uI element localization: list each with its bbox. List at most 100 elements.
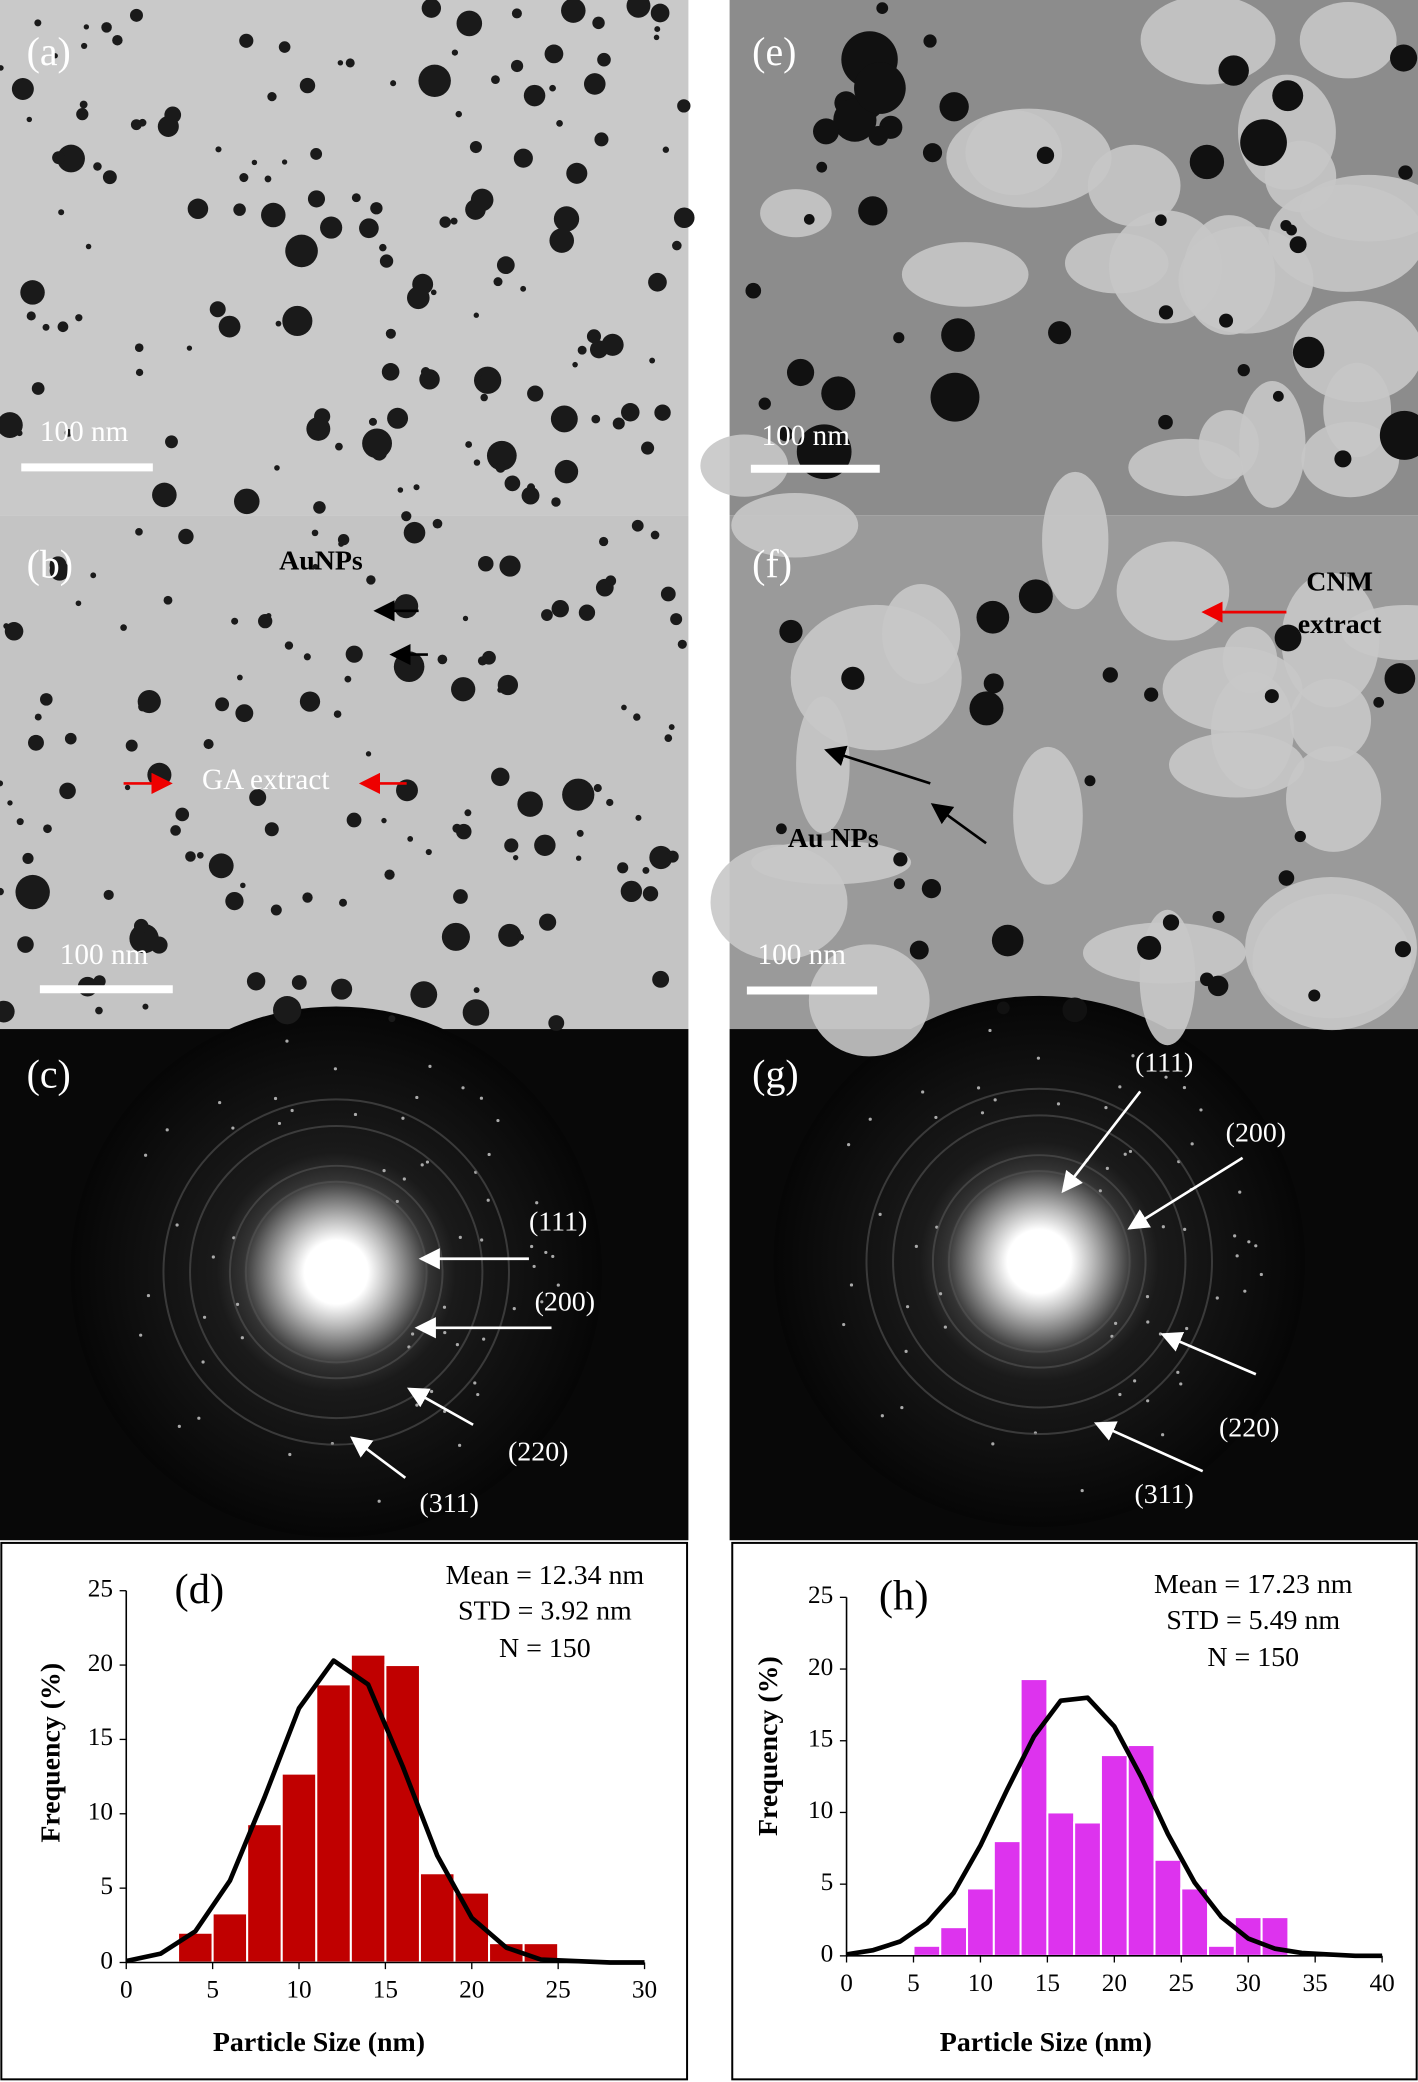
bar [966,1887,995,1957]
nanoparticle [510,59,524,73]
nanoparticle [20,280,45,305]
diffraction-spot [1123,1152,1127,1156]
diffraction-spot [146,1293,151,1298]
nanoparticle [57,321,69,333]
nanoparticle [370,202,383,215]
nanoparticle [302,892,313,903]
nanoparticle [52,151,66,165]
nanoparticle [1218,55,1249,86]
nanoparticle [561,0,586,23]
nanoparticle [1308,989,1321,1002]
bar [280,1772,318,1964]
nanoparticle [231,617,239,625]
nanoparticle [511,8,522,19]
miller-index: (311) [1134,1479,1193,1510]
nanoparticle [346,812,362,828]
nanoparticle [1137,935,1162,960]
stat-annotation: Mean = 17.23 nm [1154,1569,1353,1600]
nanoparticle [1237,363,1250,377]
nanoparticle [1384,663,1416,694]
nanoparticle [101,22,112,33]
nanoparticle [677,639,687,649]
nanoparticle [648,272,667,292]
bar [1046,1811,1076,1957]
nanoparticle [381,363,400,381]
diffraction-spot [395,1199,399,1204]
nanoparticle [544,44,564,64]
nanoparticle [79,100,88,109]
nanoparticle [83,24,90,30]
nanoparticle [393,651,425,682]
nanoparticle [152,482,177,508]
x-tick-label: 30 [632,1977,657,2004]
nanoparticle [344,675,352,683]
nanoparticle [17,936,34,953]
annotation: extract [1298,609,1382,640]
y-axis-label: Frequency (%) [753,1656,784,1836]
nanoparticle [163,595,173,605]
nanoparticle [1398,165,1413,180]
nanoparticle [303,653,311,661]
diffraction-spot [988,1028,992,1033]
arrow [1061,1090,1142,1194]
nanoparticle [1036,146,1055,165]
nanoparticle [480,393,488,402]
diffraction-spot [921,1090,925,1094]
nanoparticle [491,75,500,85]
nanoparticle [591,414,601,424]
nanoparticle [64,429,73,437]
nanoparticle [504,475,521,492]
nanoparticle [16,818,24,826]
nanoparticle [418,64,451,98]
nanoparticle [562,778,595,811]
bar [246,1823,283,1964]
nanoparticle [513,148,533,168]
nanoparticle [333,710,342,718]
nanoparticle [310,148,323,160]
x-tick-label: 15 [1035,1970,1060,1997]
support-film [1289,678,1372,762]
annotation: CNM [1306,567,1373,598]
nanoparticle [0,65,4,71]
support-film [1281,572,1380,708]
nanoparticle [421,0,442,18]
nanoparticle [59,782,76,800]
diffraction-spot [476,1392,480,1397]
nanoparticle [331,978,353,1000]
diffraction-spot [878,1212,882,1216]
support-film [1128,438,1244,497]
nanoparticle [493,277,503,287]
nanoparticle [90,572,97,579]
diffraction-spot [1146,1399,1150,1403]
y-tick-label: 20 [808,1654,833,1681]
nanoparticle [930,372,980,422]
diffraction-spot [333,1067,337,1071]
stat-annotation: Mean = 12.34 nm [446,1560,645,1591]
nanoparticle [85,243,92,250]
diffraction-spot [290,1108,294,1113]
x-tick-label: 25 [1169,1970,1194,1997]
nanoparticle [592,16,605,30]
diffraction-spot [535,1201,539,1205]
nanoparticle [1158,305,1174,320]
nanoparticle [284,641,294,650]
diffraction-spot [273,1096,278,1101]
annotation: GA extract [202,764,329,796]
diffraction-spot [277,1121,282,1126]
nanoparticle [626,0,651,18]
nanoparticle [130,119,142,131]
y-tick-label: 5 [100,1873,113,1900]
nanoparticle [306,416,331,441]
nanoparticle [196,851,204,859]
x-tick-label: 5 [907,1970,920,1997]
nanoparticle [387,407,409,429]
bar [315,1683,352,1964]
fit-curve [846,1695,1383,1959]
diffraction-spot [1161,1433,1165,1437]
nanoparticle [453,889,468,904]
nanoparticle [420,367,431,377]
stat-annotation: STD = 3.92 nm [458,1596,632,1627]
diffraction-spot [1199,1108,1203,1112]
nanoparticle [633,713,641,721]
nanoparticle [313,501,326,514]
